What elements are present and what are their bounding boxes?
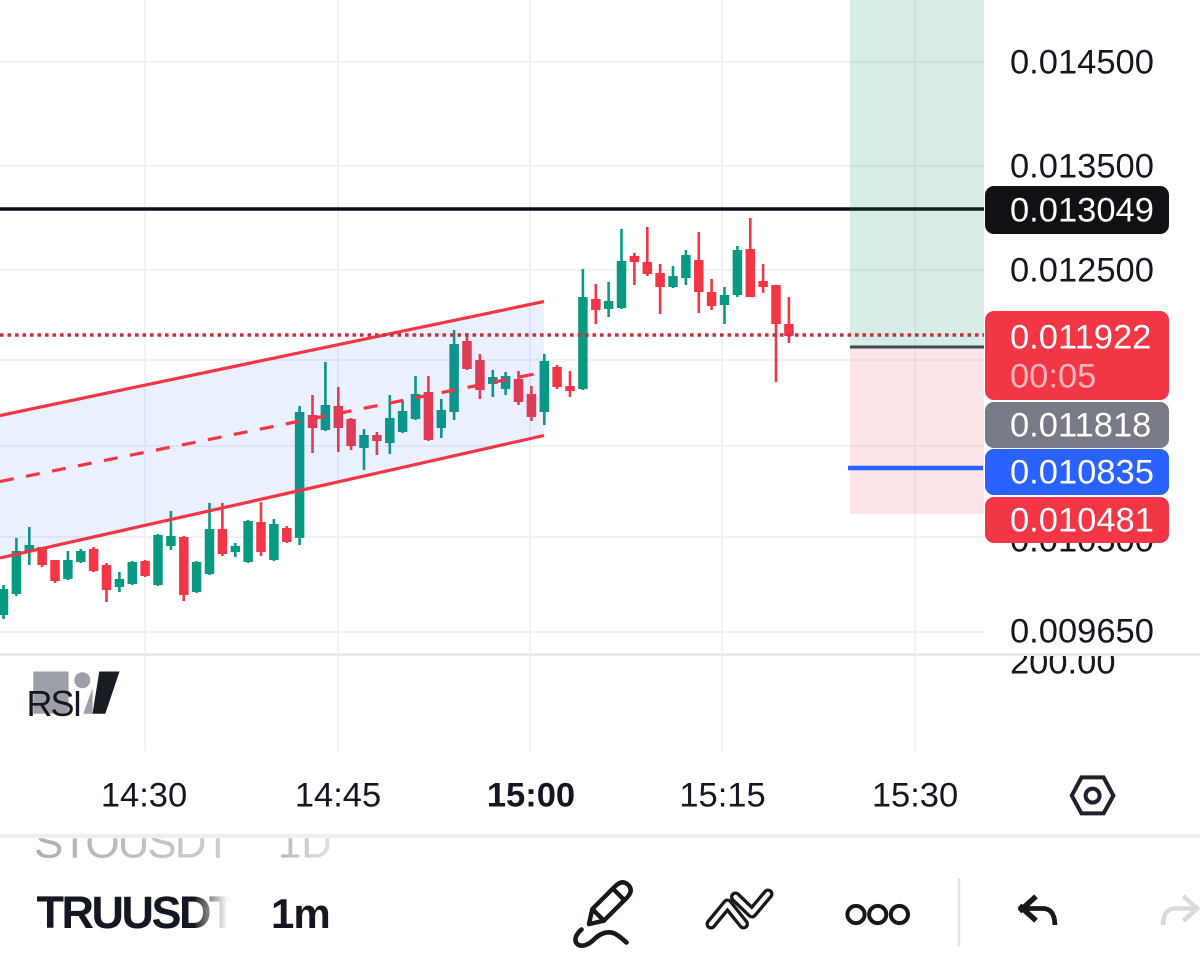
svg-text:0.012500: 0.012500 — [1010, 252, 1154, 290]
svg-text:0.010835: 0.010835 — [1010, 454, 1154, 492]
svg-text:15:15: 15:15 — [679, 777, 765, 815]
svg-text:15:30: 15:30 — [872, 777, 958, 815]
svg-text:RSI: RSI — [27, 683, 81, 724]
svg-text:00:05: 00:05 — [1010, 358, 1096, 396]
svg-text:0.009650: 0.009650 — [1010, 613, 1154, 651]
svg-text:14:30: 14:30 — [101, 777, 187, 815]
svg-text:15:00: 15:00 — [487, 777, 575, 815]
svg-text:STOUSDT: STOUSDT — [34, 819, 231, 868]
svg-text:14:45: 14:45 — [295, 777, 381, 815]
svg-text:1m: 1m — [271, 890, 330, 937]
svg-text:1D: 1D — [278, 820, 332, 867]
svg-text:200.00: 200.00 — [1010, 644, 1116, 682]
svg-text:0.010481: 0.010481 — [1010, 502, 1154, 540]
svg-text:0.013500: 0.013500 — [1010, 148, 1154, 186]
svg-text:0.013049: 0.013049 — [1010, 192, 1154, 230]
svg-text:0.011818: 0.011818 — [1010, 407, 1151, 445]
svg-text:0.014500: 0.014500 — [1010, 44, 1154, 82]
svg-text:0.011922: 0.011922 — [1010, 319, 1151, 357]
